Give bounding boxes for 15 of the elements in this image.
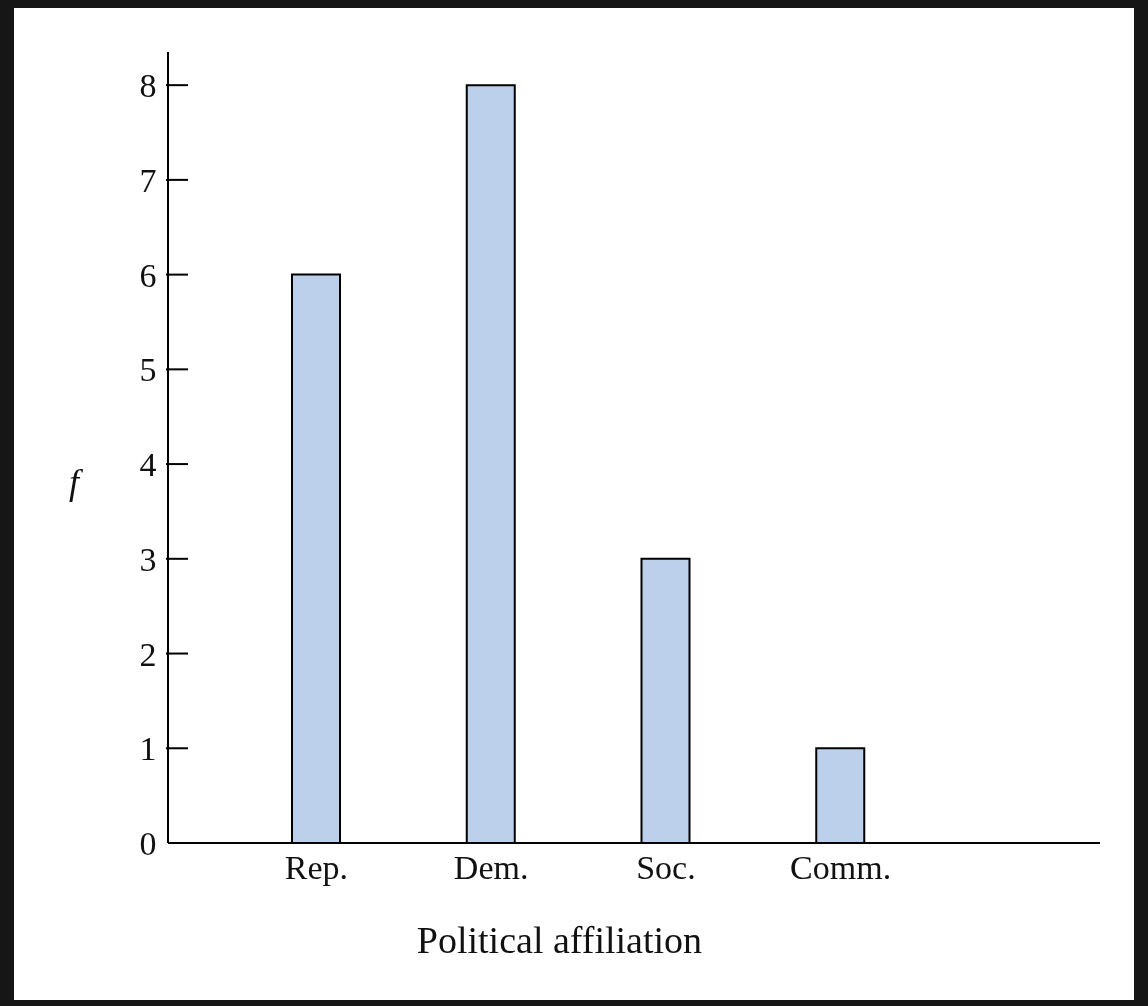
y-tick-label: 4 [139,446,157,484]
y-tick-label: 5 [139,351,157,389]
x-axis-title: Political affiliation [416,919,703,961]
x-tick-label: Comm. [790,849,892,886]
y-tick-label: 7 [139,161,157,199]
y-tick-label: 8 [139,67,157,105]
y-tick-label: 0 [139,825,157,862]
x-tick-label: Dem. [453,849,529,886]
x-tick-label: Soc. [636,849,696,886]
y-tick-label: 6 [139,256,157,294]
x-tick-label: Rep. [284,849,349,886]
y-tick-label: 3 [139,540,157,578]
y-tick-label: 2 [139,635,157,673]
y-tick-label: 1 [139,730,157,768]
y-axis-title: f [68,461,84,502]
